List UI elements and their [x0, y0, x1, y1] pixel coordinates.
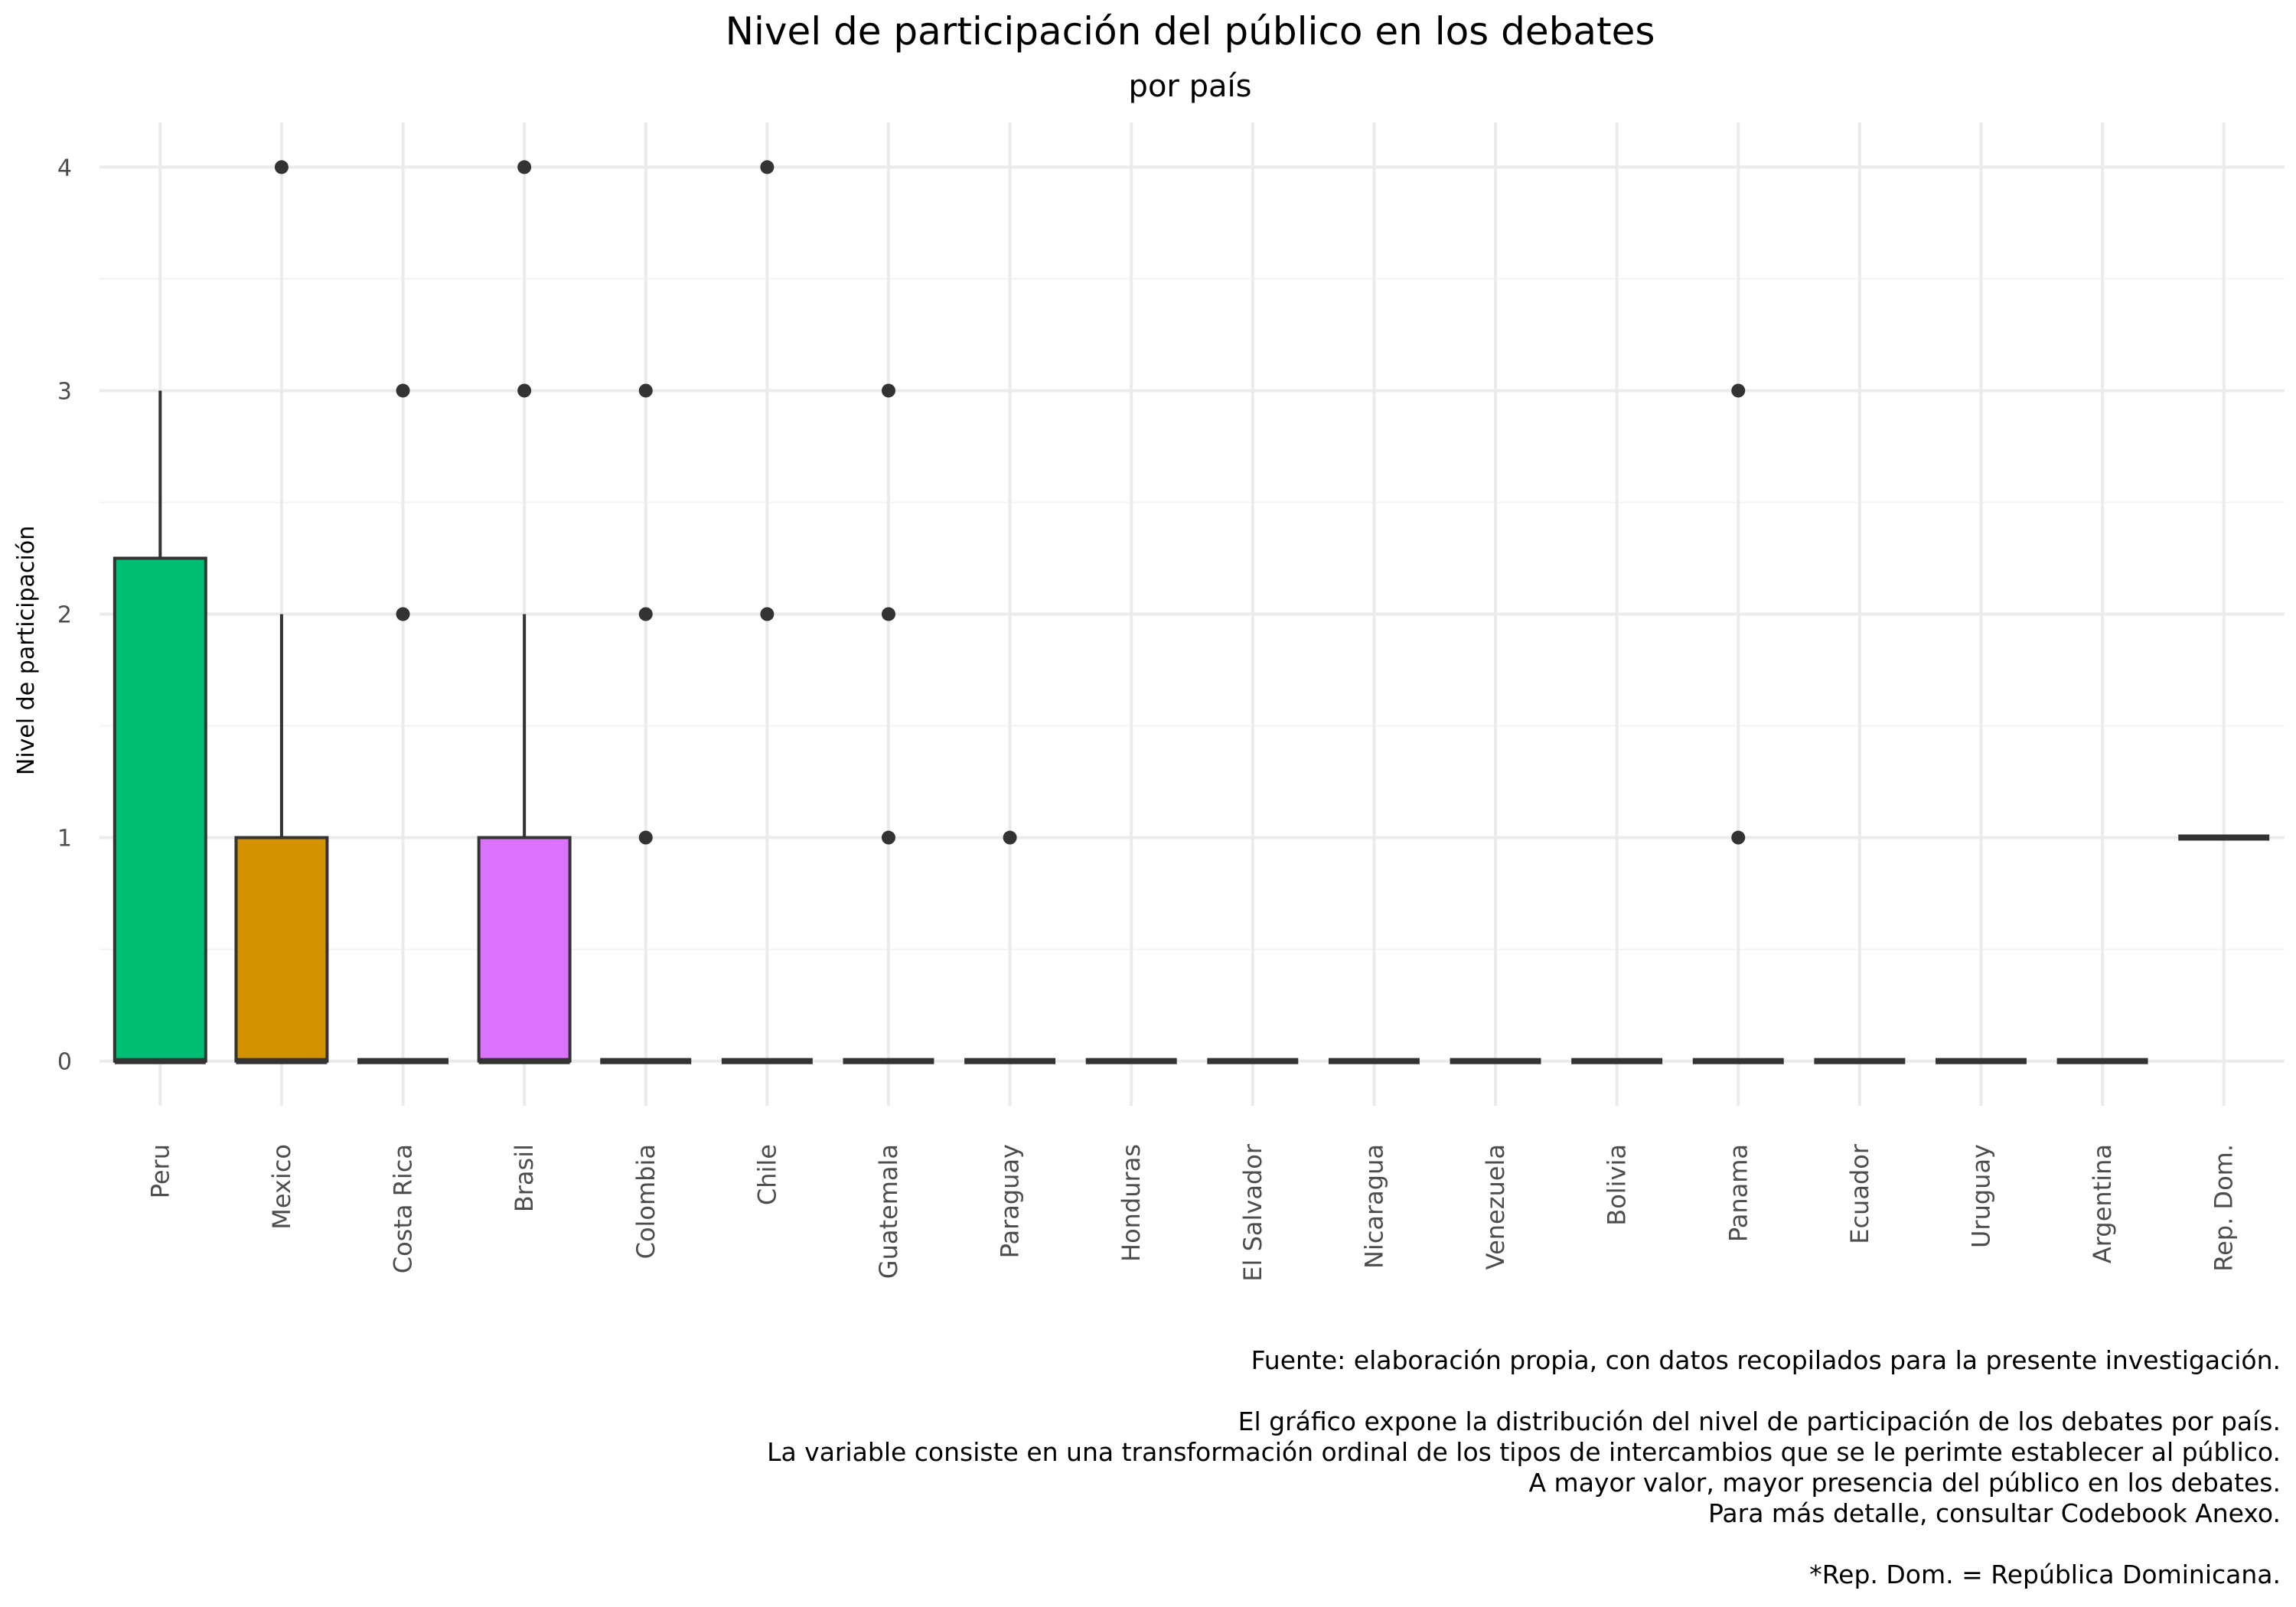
outlier-point: [638, 383, 653, 398]
box-peru: [113, 390, 207, 1064]
x-tick-label: Rep. Dom.: [2210, 1144, 2239, 1272]
chart-caption: Fuente: elaboración propia, con datos re…: [291, 1345, 2281, 1590]
chart-title: Nivel de participación del público en lo…: [726, 9, 1655, 54]
x-tick-label: Colombia: [631, 1144, 660, 1259]
outlier-point: [881, 607, 895, 621]
y-tick-labels: 0 1 2 3 4: [57, 155, 72, 1075]
outlier-point: [881, 830, 895, 845]
y-tick-label: 2: [57, 602, 72, 629]
box-rect: [477, 836, 572, 1063]
x-tick-label: Brasil: [510, 1144, 539, 1212]
box-costa-rica: [357, 383, 449, 1064]
box-rect: [113, 556, 207, 1063]
outlier-point: [274, 160, 289, 174]
x-tick-label: Argentina: [2088, 1144, 2117, 1263]
x-tick-label: Bolivia: [1603, 1144, 1632, 1226]
chart-subtitle: por país: [1129, 69, 1252, 104]
boxes: [113, 160, 2270, 1064]
outlier-point: [760, 160, 775, 174]
outlier-point: [881, 383, 895, 398]
y-tick-label: 3: [57, 378, 72, 405]
x-tick-labels: Peru Mexico Costa Rica Brasil Colombia Chile G…: [145, 1143, 2238, 1282]
x-tick-label: Venezuela: [1481, 1144, 1510, 1270]
y-axis-label: Nivel de participación: [13, 526, 40, 775]
x-tick-label: Costa Rica: [389, 1144, 418, 1273]
y-tick-label: 4: [57, 155, 72, 181]
caption-note-3: A mayor valor, mayor presencia del públi…: [1528, 1468, 2281, 1498]
box-panama: [1692, 383, 1784, 1064]
outlier-point: [517, 160, 532, 174]
x-tick-label: Peru: [145, 1144, 174, 1198]
boxplot-chart: Nivel de participación del público en lo…: [13, 9, 2285, 1282]
x-tick-label: Ecuador: [1845, 1143, 1874, 1244]
outlier-point: [638, 607, 653, 621]
box-mexico: [234, 160, 329, 1064]
x-tick-label: El Salvador: [1238, 1143, 1267, 1282]
box-paraguay: [964, 830, 1056, 1064]
outlier-point: [1003, 830, 1017, 845]
grid-lines: [99, 122, 2285, 1106]
x-tick-label: Honduras: [1117, 1144, 1146, 1262]
outlier-point: [638, 830, 653, 845]
x-tick-label: Uruguay: [1966, 1144, 1995, 1248]
y-tick-label: 0: [57, 1049, 72, 1076]
x-tick-label: Nicaragua: [1359, 1144, 1388, 1269]
caption-footnote: *Rep. Dom. = República Dominicana.: [1809, 1560, 2281, 1589]
x-tick-label: Paraguay: [996, 1144, 1025, 1258]
outlier-point: [396, 607, 410, 621]
caption-note-4: Para más detalle, consultar Codebook Ane…: [1708, 1498, 2281, 1528]
caption-note-1: El gráfico expone la distribución del ni…: [1238, 1407, 2281, 1436]
caption-source: Fuente: elaboración propia, con datos re…: [1251, 1345, 2281, 1375]
x-tick-label: Guatemala: [874, 1144, 903, 1279]
box-chile: [721, 160, 813, 1064]
outlier-point: [760, 607, 775, 621]
outlier-point: [1731, 830, 1746, 845]
outlier-point: [396, 383, 410, 398]
outlier-point: [517, 383, 532, 398]
box-brasil: [477, 160, 572, 1064]
x-tick-label: Chile: [752, 1144, 781, 1205]
x-tick-label: Panama: [1724, 1144, 1753, 1242]
box-guatemala: [843, 383, 934, 1064]
y-tick-label: 1: [57, 826, 72, 852]
outlier-point: [1731, 383, 1746, 398]
caption-note-2: La variable consiste en una transformaci…: [767, 1437, 2281, 1467]
box-colombia: [600, 383, 692, 1064]
x-tick-label: Mexico: [267, 1144, 296, 1230]
box-rect: [234, 836, 329, 1063]
